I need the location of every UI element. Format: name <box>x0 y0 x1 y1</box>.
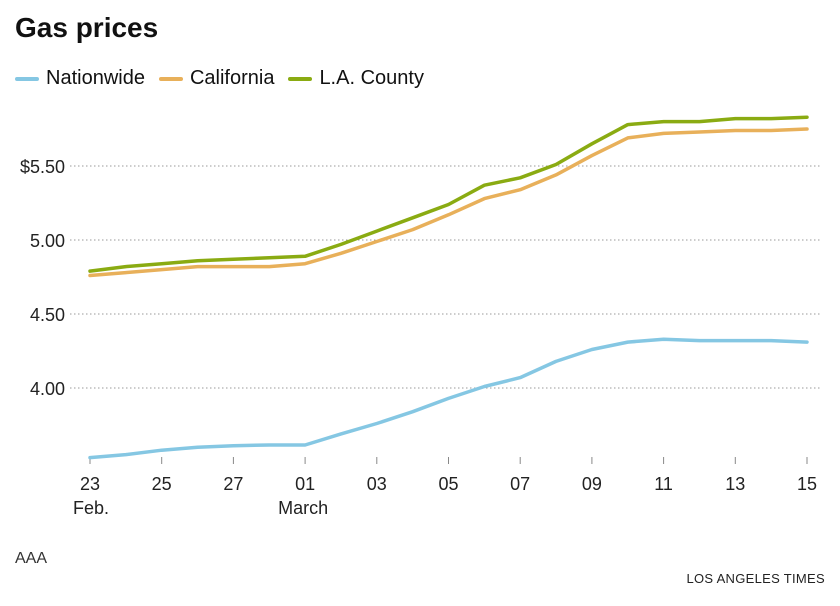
legend-swatch <box>158 76 183 81</box>
y-tick-label: 5.00 <box>30 231 65 251</box>
x-tick-label: 13 <box>725 474 745 494</box>
x-tick-label: 23 <box>80 474 100 494</box>
legend-label: Nationwide <box>46 67 145 89</box>
legend-swatch <box>15 76 39 81</box>
x-tick-label: 27 <box>223 474 243 494</box>
y-tick-label: $5.50 <box>20 157 65 177</box>
legend-swatch <box>288 76 313 81</box>
series-line-nationwide <box>88 337 809 460</box>
legend-item-california: California <box>158 67 275 90</box>
legend-label: California <box>189 67 275 89</box>
legend-item-nationwide: Nationwide <box>15 67 145 90</box>
legend-label: L.A. County <box>319 67 424 89</box>
source-note: AAA <box>15 550 48 567</box>
legend-item-la-county: L.A. County <box>288 67 424 90</box>
series-line-california <box>88 127 809 278</box>
y-tick-label: 4.50 <box>30 305 65 325</box>
chart-title: Gas prices <box>15 12 159 43</box>
x-tick-label: 07 <box>510 474 530 494</box>
legend: Nationwide California L.A. County <box>15 67 424 90</box>
x-tick-label: 01 <box>295 474 315 494</box>
credit: LOS ANGELES TIMES <box>686 571 825 586</box>
x-tick-label: 05 <box>438 474 458 494</box>
y-tick-label: 4.00 <box>30 379 65 399</box>
x-tick-label: 03 <box>367 474 387 494</box>
x-tick-sublabel: March <box>278 498 328 518</box>
x-tick-sublabel: Feb. <box>73 498 109 518</box>
x-tick-label: 25 <box>152 474 172 494</box>
x-tick-label: 11 <box>654 474 673 494</box>
x-tick-label: 09 <box>582 474 602 494</box>
x-tick-label: 15 <box>797 474 817 494</box>
series-line-l-a-county <box>88 115 809 273</box>
